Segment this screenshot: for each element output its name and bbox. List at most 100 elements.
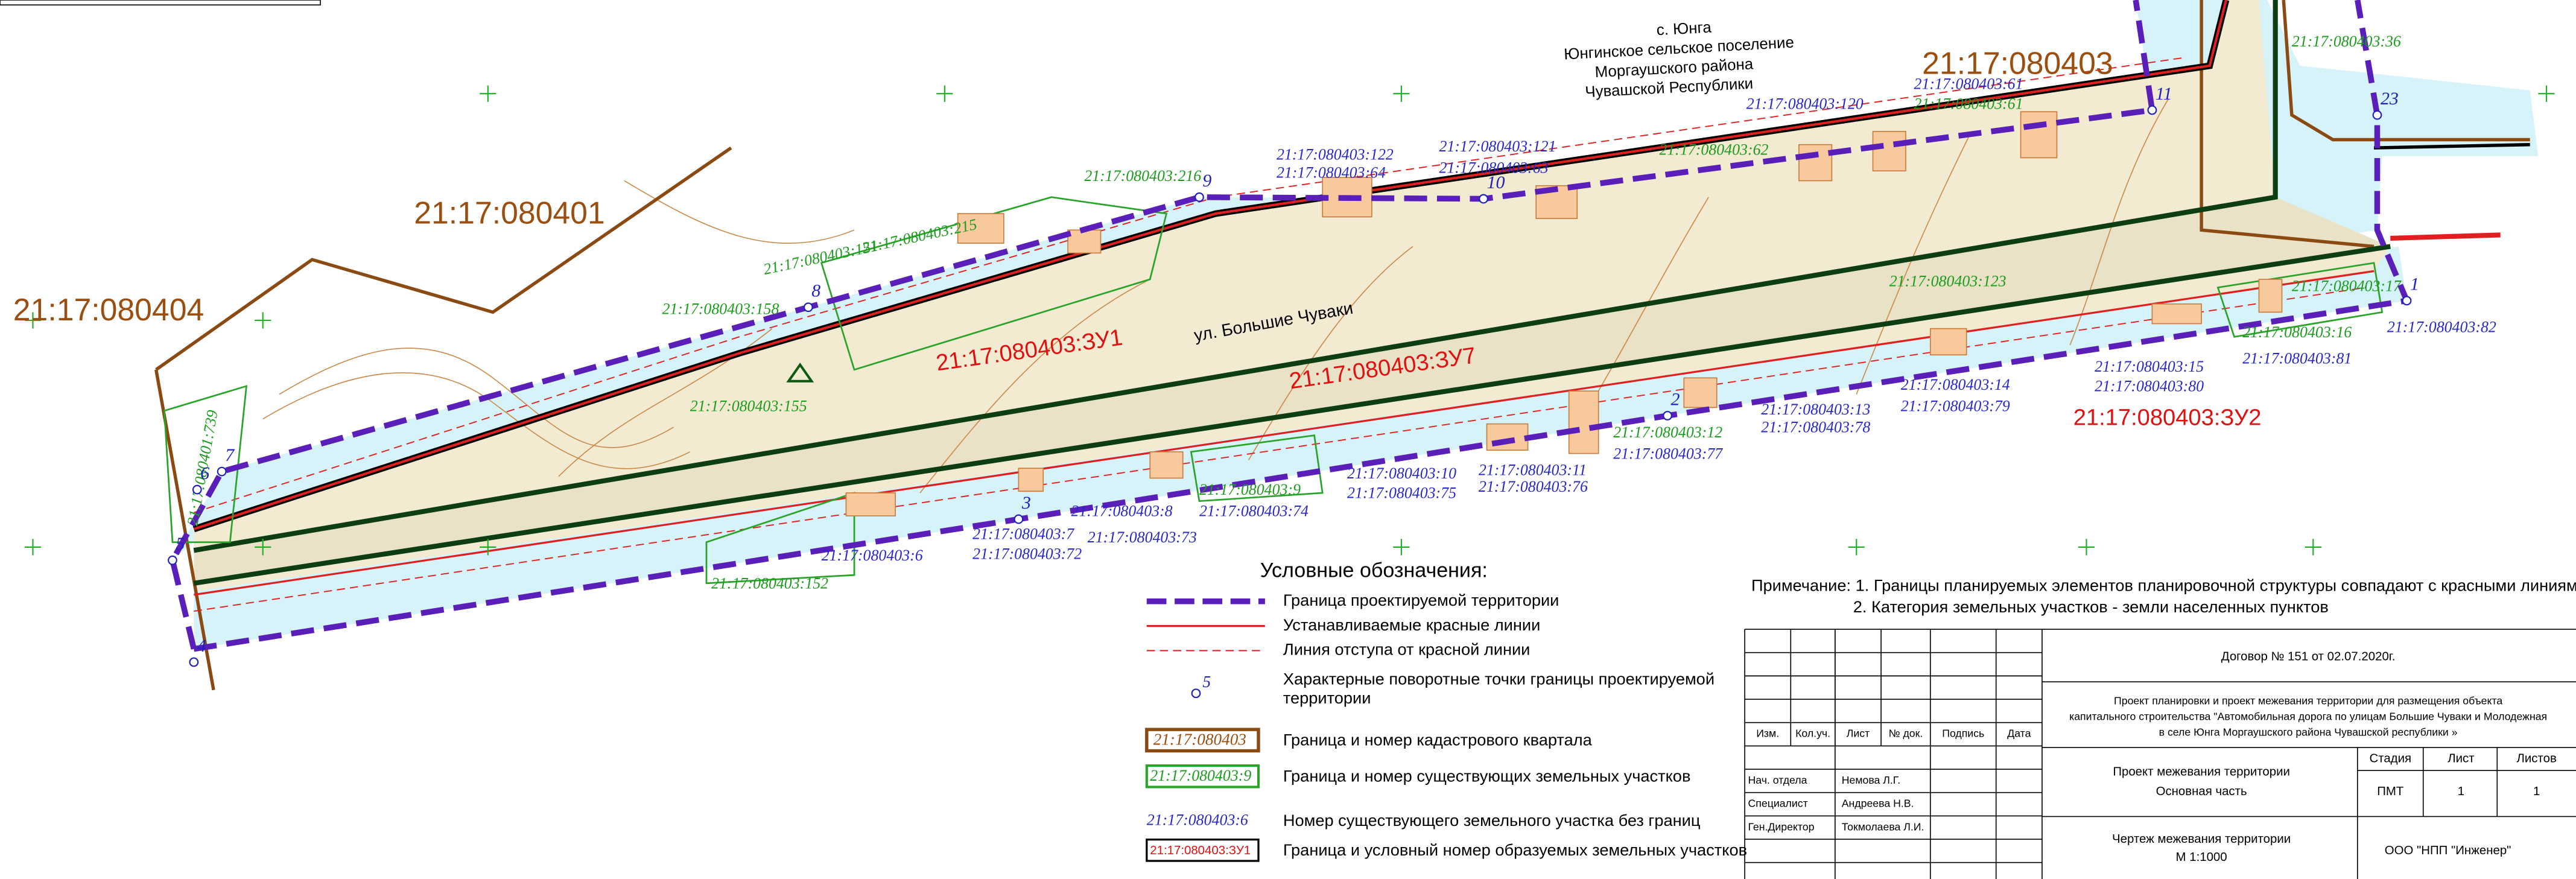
- grid-cross: [24, 539, 42, 556]
- parcel-label: 21:17:080403:155: [690, 397, 807, 414]
- parcel-number: 21:17:080403:76: [1479, 478, 1588, 495]
- building: [1929, 328, 1967, 356]
- point-number: 8: [811, 281, 820, 301]
- parcel-number: 21:17:080403:6: [822, 547, 923, 564]
- parcel-border: [820, 196, 1168, 371]
- legend-text: Номер существующего земельного участка б…: [1283, 811, 1701, 830]
- table-text: Ген.Директор: [1748, 820, 1815, 833]
- legend-symbol: [1191, 688, 1201, 699]
- grid-cross: [1393, 85, 1410, 102]
- turn-point: [192, 484, 202, 495]
- building: [2258, 279, 2283, 313]
- parcel-number: 21:17:080403:8: [1071, 503, 1173, 520]
- parcel-label: 21:17:080403:61: [1914, 95, 2023, 112]
- boundary-line: [2373, 142, 2530, 150]
- table-text: Андреева Н.В.: [1842, 798, 1914, 810]
- frame-corner: [0, 0, 321, 6]
- parcel-number: 21:17:080403:11: [1479, 462, 1587, 479]
- table-text: Проект планировки и проект межевания тер…: [2114, 695, 2502, 707]
- grid-cross: [24, 312, 42, 329]
- formed-parcel-label: 21:17:080403:ЗУ2: [2073, 405, 2262, 431]
- buildings: [845, 111, 2283, 516]
- grid-crosses: [24, 85, 2555, 556]
- red-line: [194, 270, 2375, 596]
- point-number: 6: [200, 463, 209, 483]
- turn-point: [803, 302, 813, 313]
- parcel-label: 21:17:080403:9: [1199, 481, 1301, 498]
- parcel-number: 21:17:080403:64: [1277, 164, 1386, 182]
- building: [845, 492, 896, 516]
- parcel-border: [2216, 262, 2384, 338]
- grid-cross: [2305, 539, 2321, 556]
- grid-cross: [1393, 539, 1410, 556]
- setback-line: [194, 287, 2366, 612]
- table-text: Проект межевания территории: [2113, 765, 2290, 778]
- parcel-number: 21:17:080403:14: [1901, 376, 2010, 393]
- quarter-border: [2282, 0, 2530, 142]
- parcel-label: 21:17:080403:17: [2292, 278, 2402, 295]
- parcel-number: 21:17:080403:80: [2095, 378, 2204, 395]
- quarter-label: 21:17:080401: [414, 195, 604, 230]
- parcel-number: 21:17:080403:81: [2242, 349, 2352, 367]
- parcel-number: 21:17:080403:73: [1088, 528, 1197, 546]
- legend-text: Граница и номер кадастрового квартала: [1283, 730, 1593, 749]
- point-number: 2: [1671, 389, 1680, 409]
- building: [1149, 451, 1184, 479]
- legend-text: Граница и номер существующих земельных у…: [1283, 766, 1691, 785]
- grid-cross: [255, 539, 271, 556]
- building: [1018, 468, 1044, 492]
- turn-point: [2372, 110, 2382, 120]
- turn-point: [2402, 296, 2412, 306]
- legend-sample: 5: [1202, 673, 1211, 691]
- building: [1872, 131, 1906, 172]
- parcel-number: 21:17:080403:10: [1347, 465, 1456, 482]
- table-text: Листов: [2516, 752, 2556, 766]
- parcel-border: [705, 492, 855, 585]
- turn-point: [168, 555, 177, 565]
- point-number: 3: [1021, 493, 1031, 513]
- parcel-number: 21:17:080403:13: [1761, 401, 1870, 418]
- turn-point: [2147, 105, 2157, 115]
- grid-cross: [1848, 539, 1865, 556]
- table-text: Чертеж межевания территории: [2112, 833, 2291, 846]
- point-number: 5: [176, 534, 185, 554]
- table-text: Дата: [2007, 728, 2031, 740]
- parcel-label: 21:17:080403:16: [2242, 323, 2352, 341]
- boundary-line: [193, 244, 2391, 586]
- contour: [279, 347, 674, 448]
- parcel-number: 21:17:080403:122: [1277, 146, 1394, 163]
- table-text: Подпись: [1942, 728, 1984, 740]
- parcel-label: 21:17:080403:152: [711, 574, 828, 592]
- turn-point: [1479, 194, 1488, 204]
- quarter-label: 21:17:080403: [1922, 46, 2113, 81]
- red-line: [193, 0, 2227, 530]
- point-number: 23: [2381, 89, 2399, 109]
- parcel-label: 21:17:080403:62: [1659, 141, 1768, 159]
- table-text: ПМТ: [2377, 785, 2403, 798]
- legend-text: Устанавливаемые красные линии: [1283, 615, 1541, 634]
- settlement-label: с. Юнга: [1656, 19, 1712, 39]
- point-number: 7: [225, 445, 235, 465]
- legend-sample: 21:17:080403: [1153, 730, 1246, 748]
- building: [2020, 111, 2058, 159]
- building: [1683, 377, 1718, 408]
- parcel-label: 21:17:080403:12: [1613, 424, 1722, 441]
- legend-text: Линия отступа от красной линии: [1283, 640, 1531, 659]
- grid-cross: [2538, 85, 2555, 102]
- point-number: 10: [1487, 173, 1505, 192]
- point-number: 4: [197, 636, 206, 656]
- parcel-number: 21:17:080403:121: [1439, 138, 1556, 155]
- point-number: 9: [1202, 171, 1211, 191]
- parcel-border: [163, 385, 248, 544]
- parcel-number: 21:17:080403:79: [1901, 397, 2010, 414]
- parcel-label: 21:17:080403:216: [1084, 167, 1201, 185]
- parcel-border: [1190, 434, 1324, 503]
- contour: [919, 279, 1150, 493]
- parcel-label: 21:17:080403:158: [662, 300, 779, 318]
- parcel-number: 21:17:080403:74: [1199, 503, 1309, 520]
- table-text: Нач. отдела: [1748, 774, 1807, 786]
- parcel-borders: [163, 196, 2384, 585]
- building: [957, 213, 1004, 244]
